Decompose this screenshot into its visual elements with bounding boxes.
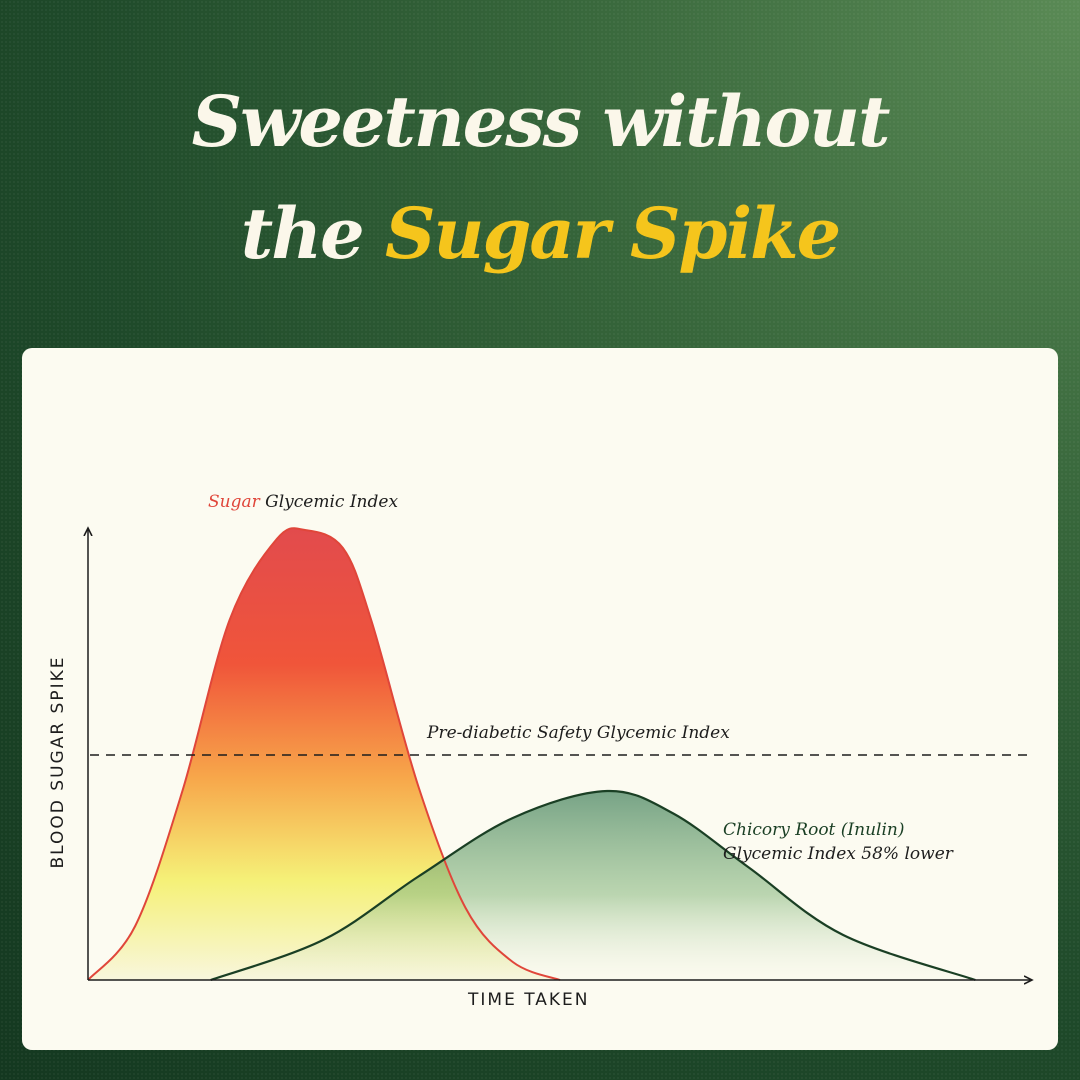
chicory-curve-line bbox=[210, 789, 976, 982]
sugar-series-desc: Glycemic Index bbox=[265, 492, 399, 512]
sugar-series-label: Sugar Glycemic Index bbox=[208, 492, 398, 512]
chicory-curve-area bbox=[210, 790, 976, 980]
y-axis-label: BLOOD SUGAR SPIKE bbox=[48, 655, 68, 869]
chart-svg bbox=[22, 348, 1058, 1050]
title-line-1: Sweetness without bbox=[191, 80, 891, 163]
page-title: Sweetness without the Sugar Spike bbox=[0, 66, 1080, 290]
chicory-series-desc: Glycemic Index 58% lower bbox=[723, 844, 953, 864]
title-line-2: the Sugar Spike bbox=[0, 178, 1080, 290]
chicory-series-name: Chicory Root (Inulin) bbox=[723, 820, 905, 840]
x-axis-label: TIME TAKEN bbox=[468, 990, 590, 1010]
chicory-series-label: Chicory Root (Inulin) Glycemic Index 58%… bbox=[723, 818, 953, 866]
sugar-series-name: Sugar bbox=[208, 492, 260, 512]
sugar-curve-line bbox=[87, 527, 561, 981]
title-highlight: Sugar Spike bbox=[385, 192, 841, 275]
title-prefix: the bbox=[240, 192, 385, 275]
threshold-label: Pre-diabetic Safety Glycemic Index bbox=[427, 723, 730, 743]
chart-card: Sugar Glycemic Index Pre-diabetic Safety… bbox=[22, 348, 1058, 1050]
